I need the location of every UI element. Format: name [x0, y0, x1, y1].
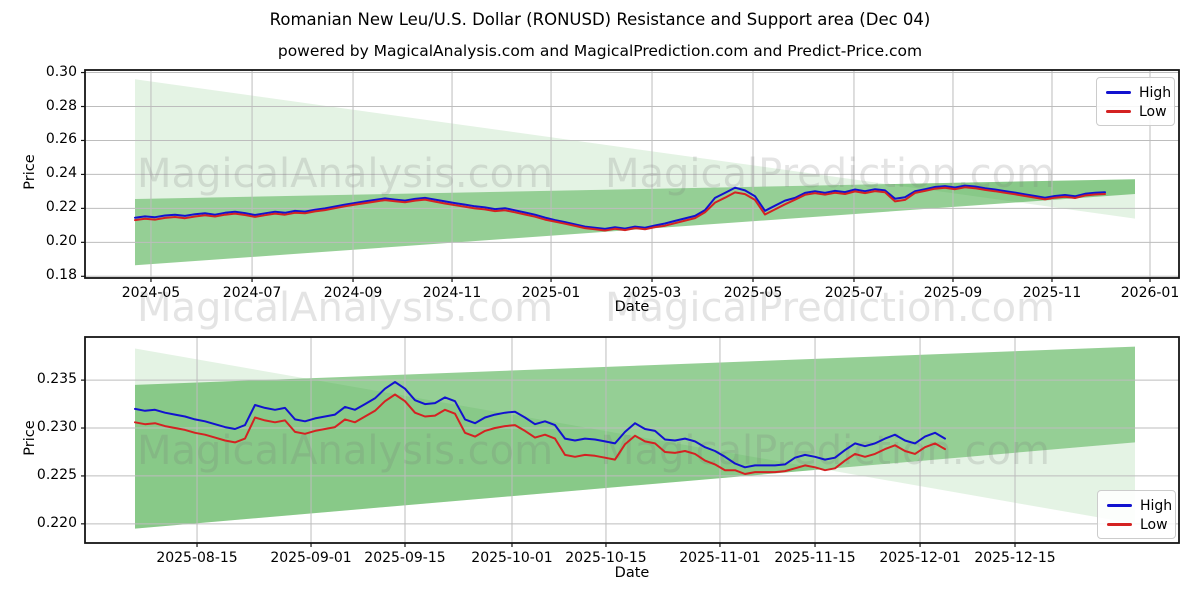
x-tick-label: 2025-11-01	[679, 550, 761, 566]
x-tick-label: 2026-01	[1120, 285, 1180, 301]
x-axis-label-top: Date	[614, 299, 650, 315]
legend-low-swatch	[1106, 110, 1131, 113]
y-tick-label: 0.18	[45, 267, 77, 284]
legend-item-low: Low	[1107, 515, 1175, 534]
legend-high-label: High	[1140, 497, 1173, 514]
x-tick-label: 2025-05	[723, 285, 783, 301]
x-tick-label: 2024-07	[222, 285, 282, 301]
x-tick-label: 2025-11-15	[774, 550, 856, 566]
chart-subtitle: powered by MagicalAnalysis.com and Magic…	[277, 42, 923, 60]
x-axis-label-bottom: Date	[614, 565, 650, 581]
legend-low-swatch	[1107, 523, 1132, 526]
x-tick-label: 2025-12-15	[974, 550, 1056, 566]
plot-spine	[84, 336, 1180, 544]
y-tick-label: 0.230	[36, 419, 77, 436]
chart-title: Romanian New Leu/U.S. Dollar (RONUSD) Re…	[269, 10, 931, 29]
watermark-text: MagicalPrediction.com	[600, 428, 1050, 474]
y-tick-label: 0.26	[45, 131, 77, 148]
plot-spine	[84, 69, 1180, 279]
x-tick-label: 2025-10-15	[565, 550, 647, 566]
legend-low-label: Low	[1139, 103, 1167, 120]
x-tick-label: 2025-01	[521, 285, 581, 301]
x-tick-label: 2025-10-01	[471, 550, 553, 566]
legend-high-label: High	[1139, 84, 1172, 101]
series-line-high	[134, 381, 946, 469]
x-tick-label: 2024-05	[121, 285, 181, 301]
support-band	[135, 346, 1135, 529]
y-tick-label: 0.20	[45, 233, 77, 250]
y-tick-label: 0.24	[45, 165, 77, 182]
legend-high-swatch	[1106, 91, 1131, 94]
resistance-wedge	[135, 79, 1135, 219]
legend-low-label: Low	[1140, 516, 1168, 533]
x-tick-label: 2025-09-15	[364, 550, 446, 566]
x-tick-label: 2024-11	[422, 285, 482, 301]
x-tick-label: 2025-12-01	[879, 550, 961, 566]
series-line-low	[134, 186, 1106, 232]
y-tick-label: 0.225	[36, 466, 77, 483]
x-tick-label: 2025-08-15	[156, 550, 238, 566]
x-tick-label: 2024-09	[323, 285, 383, 301]
y-tick-label: 0.220	[36, 514, 77, 531]
y-tick-label: 0.235	[36, 371, 77, 388]
series-line-low	[134, 393, 946, 475]
watermark-text: MagicalAnalysis.com	[137, 428, 553, 474]
legend-item-low: Low	[1106, 102, 1174, 121]
watermark-text: MagicalAnalysis.com	[137, 151, 553, 197]
x-tick-label: 2025-09-01	[270, 550, 352, 566]
watermark-text: MagicalAnalysis.com	[137, 285, 553, 331]
x-tick-label: 2025-07	[824, 285, 884, 301]
legend-item-high: High	[1107, 496, 1175, 515]
y-tick-label: 0.22	[45, 199, 77, 216]
x-tick-label: 2025-03	[622, 285, 682, 301]
x-tick-label: 2025-09	[923, 285, 983, 301]
legend-high-swatch	[1107, 504, 1132, 507]
x-tick-label: 2025-11	[1022, 285, 1082, 301]
watermark-text: MagicalPrediction.com	[605, 285, 1055, 331]
series-line-high	[134, 184, 1106, 230]
legend-item-high: High	[1106, 83, 1174, 102]
y-tick-label: 0.28	[45, 97, 77, 114]
y-tick-label: 0.30	[45, 63, 77, 80]
legend-box-bottom: High Low	[1097, 490, 1176, 539]
legend-box-top: High Low	[1096, 77, 1175, 126]
